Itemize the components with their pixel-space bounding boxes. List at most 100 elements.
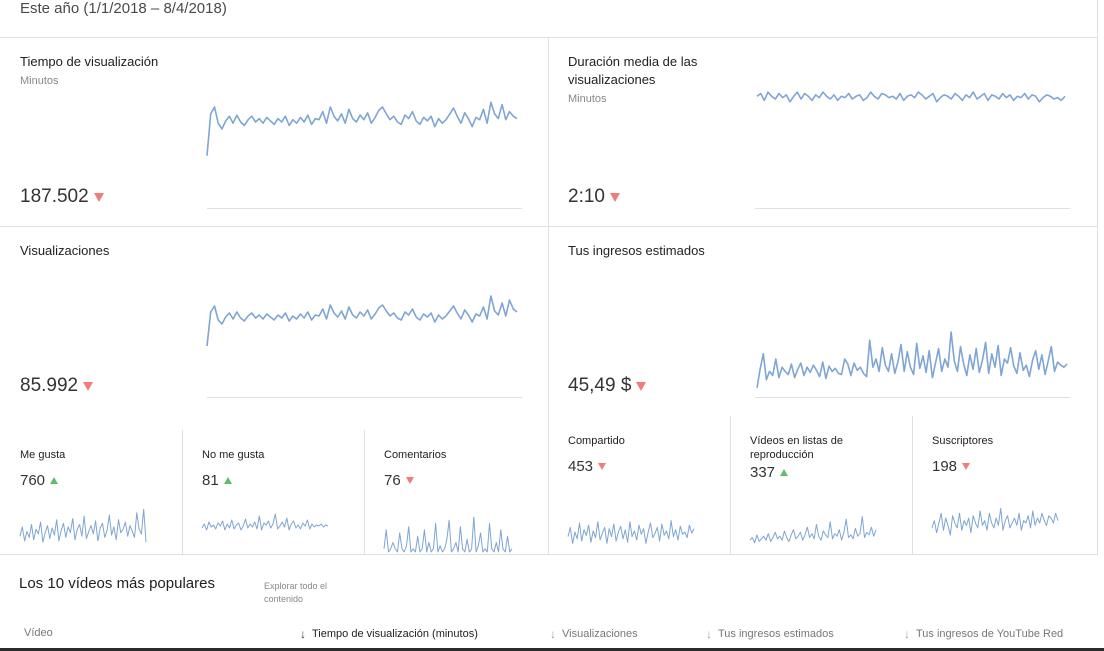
playlists-value: 337: [750, 464, 880, 481]
subscribers-sparkline: [931, 507, 1059, 536]
likes-title: Me gusta: [20, 449, 66, 461]
explore-all-content-link[interactable]: Explorar todo el contenido: [264, 581, 328, 604]
trend-up-icon: [780, 469, 789, 476]
avg-duration-sparkline: [756, 91, 1066, 103]
comments-title: Comentarios: [384, 449, 447, 461]
shares-value: 453: [568, 458, 718, 475]
trend-down-icon: [93, 192, 104, 202]
column-header-video: Vídeo: [24, 627, 53, 639]
avg-duration-unit: Minutos: [568, 93, 607, 105]
views-card[interactable]: Visualizaciones: [20, 242, 220, 260]
column-header-watch-time[interactable]: ↓ Tiempo de visualización (minutos): [300, 627, 478, 641]
dislikes-card[interactable]: No me gusta 81: [202, 448, 352, 489]
column-header-revenue[interactable]: ↓ Tus ingresos estimados: [706, 627, 834, 641]
chart-baseline: [755, 397, 1070, 398]
chart-baseline: [207, 208, 522, 209]
subscribers-value: 198: [932, 458, 1082, 475]
shares-title: Compartido: [568, 435, 625, 447]
sparkline-series: [383, 516, 513, 553]
dislikes-number: 81: [202, 472, 219, 489]
subscribers-card[interactable]: Suscriptores 198: [932, 434, 1082, 475]
sparkline-series: [756, 331, 1068, 389]
revenue-column-label: Tus ingresos estimados: [718, 628, 834, 640]
likes-sparkline: [19, 508, 147, 543]
subscribers-number: 198: [932, 458, 958, 475]
trend-down-icon: [598, 463, 607, 470]
dislikes-sparkline: [201, 513, 329, 531]
trend-up-icon: [223, 477, 232, 484]
sparkline-series: [931, 507, 1059, 536]
divider: [0, 37, 1097, 38]
column-header-views[interactable]: ↓ Visualizaciones: [550, 627, 638, 641]
divider: [548, 38, 549, 554]
watch-time-card[interactable]: Tiempo de visualización Minutos: [20, 53, 220, 87]
playlists-title: Vídeos en listas de reproducción: [750, 435, 843, 461]
trend-down-icon: [405, 477, 414, 484]
divider: [1097, 0, 1098, 555]
likes-number: 760: [20, 472, 46, 489]
sparkline-series: [756, 91, 1066, 103]
views-column-label: Visualizaciones: [562, 628, 638, 640]
video-column-label: Vídeo: [24, 627, 53, 639]
shares-sparkline: [567, 520, 695, 544]
revenue-sparkline: [756, 331, 1068, 389]
date-range-label: Este año (1/1/2018 – 8/4/2018): [20, 0, 227, 17]
revenue-number: 45,49 $: [568, 375, 632, 396]
trend-down-icon: [636, 381, 647, 391]
revenue-title: Tus ingresos estimados: [568, 243, 705, 258]
divider: [0, 554, 1097, 555]
dislikes-value: 81: [202, 472, 352, 489]
playlists-number: 337: [750, 464, 776, 481]
avg-duration-title: Duración media de las visualizaciones: [568, 54, 698, 87]
comments-sparkline: [383, 516, 513, 553]
playlists-card[interactable]: Vídeos en listas de reproducción 337: [750, 434, 880, 481]
sort-arrow-down-icon: ↓: [550, 627, 556, 641]
divider: [730, 416, 731, 554]
likes-value: 760: [20, 472, 170, 489]
date-range-header[interactable]: Este año (1/1/2018 – 8/4/2018): [20, 0, 227, 20]
comments-value: 76: [384, 472, 534, 489]
red-revenue-column-label: Tus ingresos de YouTube Red: [916, 628, 1064, 640]
watch-time-column-label: Tiempo de visualización (minutos): [312, 628, 478, 640]
trend-up-icon: [50, 477, 59, 484]
sparkline-series: [201, 513, 329, 531]
sparkline-series: [206, 101, 518, 156]
column-header-red-revenue[interactable]: ↓ Tus ingresos de YouTube Red: [904, 627, 1063, 641]
sort-arrow-down-icon: ↓: [706, 627, 712, 641]
sparkline-series: [749, 516, 877, 544]
sparkline-series: [206, 295, 518, 347]
playlists-sparkline: [749, 516, 877, 544]
likes-card[interactable]: Me gusta 760: [20, 448, 170, 489]
popular-videos-title: Los 10 vídeos más populares: [19, 575, 215, 592]
watch-time-value: 187.502: [20, 186, 104, 208]
watch-time-number: 187.502: [20, 186, 89, 207]
trend-down-icon: [962, 463, 971, 470]
chart-baseline: [207, 397, 522, 398]
revenue-card[interactable]: Tus ingresos estimados: [568, 242, 768, 260]
divider: [364, 430, 365, 554]
views-value: 85.992: [20, 375, 94, 397]
bottom-scroll-edge: [0, 648, 1104, 651]
chart-baseline: [755, 208, 1070, 209]
views-title: Visualizaciones: [20, 243, 110, 258]
trend-down-icon: [609, 192, 620, 202]
sparkline-series: [19, 508, 147, 543]
sort-arrow-down-icon: ↓: [300, 627, 306, 641]
watch-time-sparkline: [206, 101, 518, 156]
avg-duration-card[interactable]: Duración media de las visualizaciones Mi…: [568, 53, 738, 105]
divider: [912, 416, 913, 554]
views-number: 85.992: [20, 375, 79, 396]
avg-duration-number: 2:10: [568, 186, 605, 207]
avg-duration-value: 2:10: [568, 186, 620, 208]
divider: [182, 430, 183, 554]
comments-number: 76: [384, 472, 401, 489]
revenue-value: 45,49 $: [568, 375, 647, 397]
watch-time-title: Tiempo de visualización: [20, 54, 159, 69]
subscribers-title: Suscriptores: [932, 435, 994, 447]
shares-number: 453: [568, 458, 594, 475]
dislikes-title: No me gusta: [202, 449, 265, 461]
comments-card[interactable]: Comentarios 76: [384, 448, 534, 489]
sort-arrow-down-icon: ↓: [904, 627, 910, 641]
trend-down-icon: [83, 381, 94, 391]
shares-card[interactable]: Compartido 453: [568, 434, 718, 475]
